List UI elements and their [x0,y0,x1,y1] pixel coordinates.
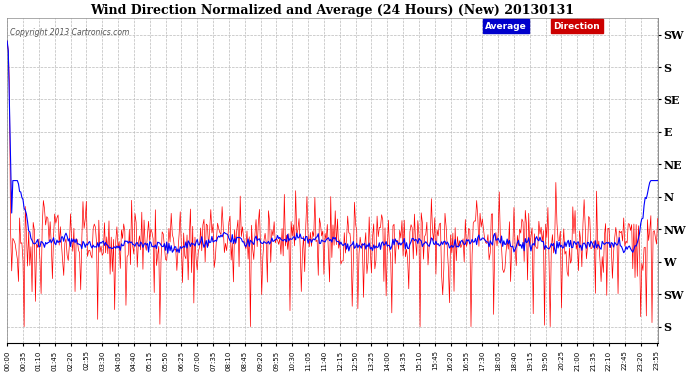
Text: Direction: Direction [553,22,600,31]
Text: Copyright 2013 Cartronics.com: Copyright 2013 Cartronics.com [10,28,130,37]
Text: Average: Average [485,22,527,31]
Title: Wind Direction Normalized and Average (24 Hours) (New) 20130131: Wind Direction Normalized and Average (2… [90,4,574,17]
